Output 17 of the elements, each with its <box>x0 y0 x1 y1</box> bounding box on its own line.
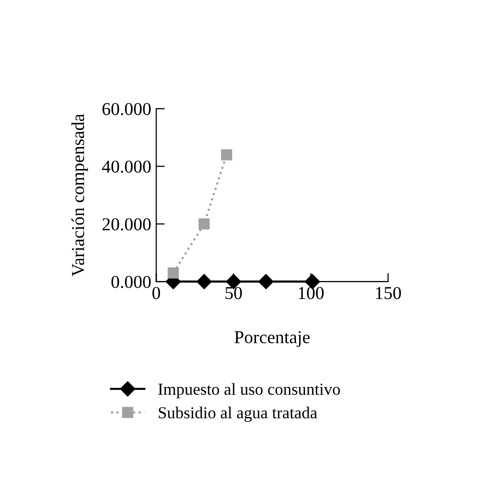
point <box>258 274 274 290</box>
x-tick-label: 150 <box>376 286 401 300</box>
legend-label: Subsidio al agua tratada <box>158 406 318 422</box>
y-tick-label: 60.000 <box>102 102 151 116</box>
y-tick-label: 40.000 <box>102 160 151 173</box>
point <box>221 149 232 160</box>
x-tick-label: 100 <box>298 286 324 300</box>
point <box>196 274 212 290</box>
legend-label: Impuesto al uso consuntivo <box>158 383 340 398</box>
y-tick-label: 0.000 <box>111 276 151 288</box>
point <box>168 267 179 278</box>
x-tick-label: 0 <box>152 286 160 300</box>
x-tick-label: 50 <box>226 286 242 300</box>
x-axis-title: Porcentaje <box>234 331 310 347</box>
y-tick-label: 20.000 <box>102 218 151 230</box>
y-axis-title: Variación compensada <box>71 114 88 276</box>
point <box>198 218 210 230</box>
